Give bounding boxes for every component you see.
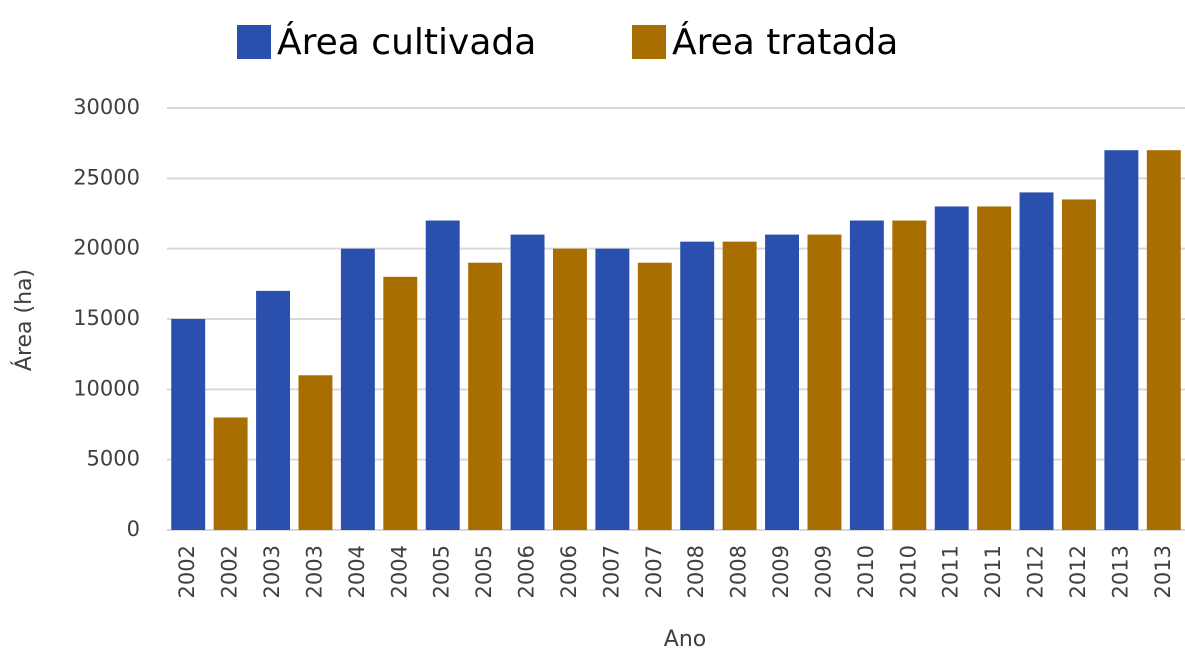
x-tick-label: 2003	[260, 545, 284, 598]
bar	[383, 276, 418, 530]
x-tick-label: 2006	[557, 545, 581, 598]
bar	[256, 290, 291, 530]
bar	[934, 206, 969, 530]
x-tick-label: 2004	[387, 545, 411, 598]
bar	[807, 234, 842, 530]
x-tick-label: 2011	[981, 545, 1005, 598]
y-tick-label: 5000	[87, 447, 140, 471]
bar	[765, 234, 800, 530]
x-tick-label: 2004	[345, 545, 369, 598]
bar	[849, 220, 884, 531]
y-tick-label: 30000	[73, 95, 140, 119]
bar	[468, 262, 503, 530]
x-tick-label: 2012	[1066, 545, 1090, 598]
bar	[1104, 150, 1139, 530]
x-tick-label: 2012	[1024, 545, 1048, 598]
bar	[510, 234, 545, 530]
y-tick-label: 0	[127, 517, 140, 541]
x-tick-label: 2002	[218, 545, 242, 598]
legend-label: Área cultivada	[277, 21, 536, 63]
bar	[298, 375, 333, 530]
x-tick-label: 2009	[769, 545, 793, 598]
x-tick-label: 2002	[175, 545, 199, 598]
x-tick-label: 2007	[599, 545, 623, 598]
bar	[213, 417, 248, 530]
x-tick-label: 2010	[854, 545, 878, 598]
bar	[171, 319, 206, 530]
x-tick-label: 2013	[1151, 545, 1175, 598]
x-tick-label: 2008	[727, 545, 751, 598]
y-tick-label: 20000	[73, 236, 140, 260]
legend-swatch	[632, 25, 666, 59]
x-tick-label: 2013	[1108, 545, 1132, 598]
bar	[722, 241, 757, 530]
y-tick-label: 25000	[73, 165, 140, 189]
x-tick-label: 2010	[896, 545, 920, 598]
bar	[340, 248, 375, 530]
y-tick-label: 10000	[73, 376, 140, 400]
bar	[1146, 150, 1181, 530]
bar	[425, 220, 460, 531]
bar	[680, 241, 715, 530]
x-tick-label: 2005	[430, 545, 454, 598]
legend-swatch	[237, 25, 271, 59]
bar	[977, 206, 1012, 530]
y-axis-title: Área (ha)	[11, 269, 37, 371]
bar	[552, 248, 587, 530]
x-tick-label: 2009	[811, 545, 835, 598]
x-tick-label: 2011	[939, 545, 963, 598]
x-axis-title: Ano	[664, 627, 706, 652]
bar	[1019, 192, 1054, 530]
x-tick-label: 2006	[515, 545, 539, 598]
bar	[637, 262, 672, 530]
bar	[595, 248, 630, 530]
bar	[892, 220, 927, 531]
y-tick-label: 15000	[73, 306, 140, 330]
x-tick-label: 2003	[302, 545, 326, 598]
x-tick-label: 2008	[684, 545, 708, 598]
x-tick-label: 2005	[472, 545, 496, 598]
legend-label: Área tratada	[672, 21, 898, 63]
bar	[1061, 199, 1096, 530]
x-tick-label: 2007	[642, 545, 666, 598]
